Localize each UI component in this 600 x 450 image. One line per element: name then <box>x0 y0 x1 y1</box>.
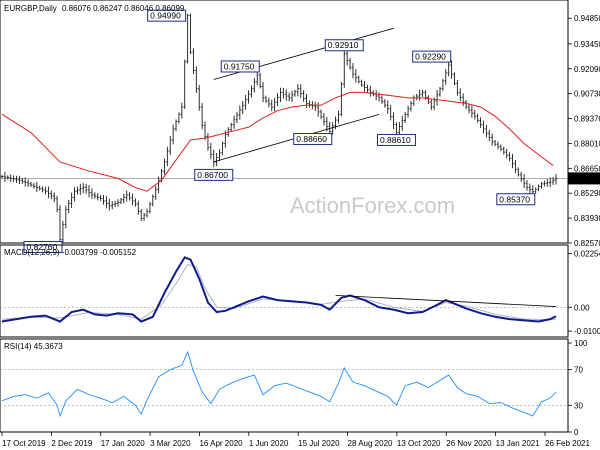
watermark: ActionForex.com <box>290 193 455 218</box>
x-tick-label: 26 Feb 2021 <box>545 439 590 448</box>
price-label-text: 0.88610 <box>380 135 411 145</box>
macd-panel-frame <box>0 244 569 338</box>
macd-signal-line <box>1 263 557 321</box>
macd-main-line <box>1 256 557 323</box>
price-annotations: 0.82760 0.94990 0.86700 0.91750 0.88660 0.929… <box>23 9 536 254</box>
macd-y-tick-label: -0.010039 <box>574 327 600 336</box>
price-label-box <box>194 168 234 181</box>
macd-y-axis: 0.022544 0.00 -0.010039 <box>568 250 600 336</box>
price-label-box <box>496 193 536 206</box>
x-axis: 17 Oct 2019 2 Dec 2019 17 Jan 2020 3 Mar 20… <box>1 432 590 448</box>
price-label-box <box>293 133 333 146</box>
macd-panel: 0.022544 0.00 -0.010039 MACD(12,26,9) -0.0… <box>0 244 600 338</box>
price-label-text: 0.91750 <box>224 61 255 71</box>
x-tick-label: 17 Oct 2019 <box>2 439 46 448</box>
macd-trend-line <box>335 294 557 307</box>
price-label-box <box>324 39 364 52</box>
x-tick-label: 13 Jan 2021 <box>496 439 541 448</box>
x-tick-label: 16 Apr 2020 <box>199 439 243 448</box>
price-title: EURGBP,Daily <box>4 4 57 13</box>
price-label-text: 0.82760 <box>27 242 58 252</box>
price-label-text: 0.85370 <box>499 194 530 204</box>
rsi-y-tick-label: 70 <box>574 366 583 375</box>
x-tick-label: 3 Mar 2020 <box>150 439 191 448</box>
rsi-y-tick-label: 100 <box>574 339 588 348</box>
price-label-box <box>220 60 260 73</box>
x-tick-label: 15 Jul 2020 <box>298 439 340 448</box>
price-y-tick-label: 0.82570 <box>574 239 600 248</box>
rsi-y-axis: 100 70 30 0 <box>0 339 588 437</box>
price-label-text: 0.88660 <box>296 134 327 144</box>
rsi-panel-frame <box>0 338 569 433</box>
price-label-box <box>412 50 452 63</box>
price-label-text: 0.92910 <box>328 40 359 50</box>
macd-y-tick-label: 0.022544 <box>574 250 600 259</box>
price-label-box <box>23 241 63 254</box>
x-tick-label: 13 Oct 2020 <box>397 439 441 448</box>
price-panel-title: EURGBP,Daily 0.86076 0.86247 0.86046 0.8… <box>4 4 185 13</box>
rsi-panel: 100 70 30 0 RSI(14) 45.3673 <box>0 338 588 437</box>
price-panel-frame <box>0 0 569 244</box>
rsi-title: RSI(14) 45.3673 <box>4 342 63 351</box>
rsi-y-tick-label: 0 <box>574 428 579 437</box>
macd-y-tick-label: 0.00 <box>574 303 590 312</box>
price-label-text: 0.94990 <box>150 11 181 21</box>
x-tick-label: 17 Jan 2020 <box>101 439 146 448</box>
x-tick-label: 26 Nov 2020 <box>446 439 492 448</box>
ohlc-readout: 0.86076 0.86247 0.86046 0.86099 <box>62 4 185 13</box>
price-label-text: 0.86700 <box>197 170 228 180</box>
rsi-y-tick-label: 30 <box>574 401 583 410</box>
price-label-box <box>147 9 187 22</box>
current-price-marker <box>568 172 600 185</box>
rsi-line <box>1 350 557 418</box>
price-bars <box>0 13 558 244</box>
current-price-text: 0.86099 <box>570 174 599 183</box>
x-tick-label: 28 Aug 2020 <box>348 439 393 448</box>
x-tick-label: 1 Jun 2020 <box>249 439 289 448</box>
price-label-box <box>376 133 416 146</box>
current-price-label: 0.86099 <box>568 172 600 185</box>
price-label-text: 0.92290 <box>415 52 446 62</box>
moving-average-line <box>1 91 554 192</box>
macd-title: MACD(12,26,9) -0.003799 -0.005152 <box>4 248 137 257</box>
x-tick-label: 2 Dec 2019 <box>51 439 92 448</box>
